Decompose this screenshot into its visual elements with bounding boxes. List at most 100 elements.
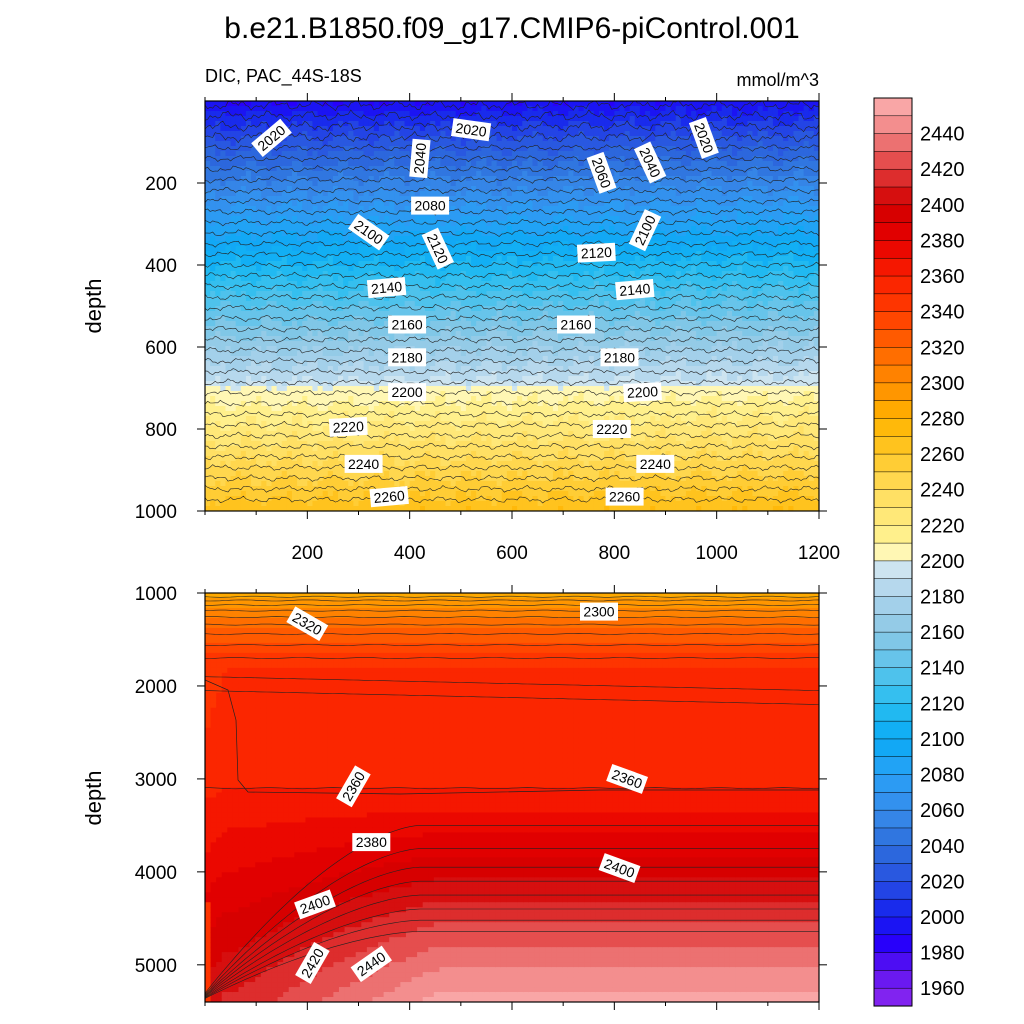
field-cell [215, 436, 221, 442]
field-cell [271, 211, 278, 217]
field-cell [440, 191, 447, 197]
field-cell [501, 446, 508, 452]
field-cell [425, 306, 431, 312]
field-cell [251, 451, 257, 457]
field-cell [240, 506, 247, 511]
field-cell [205, 246, 211, 252]
field-cell [496, 496, 503, 502]
field-cell [389, 446, 395, 452]
field-cell [271, 266, 278, 272]
field-cell [384, 461, 390, 467]
field-cell [327, 411, 334, 417]
field-cell [240, 276, 247, 282]
field-cell [389, 116, 395, 122]
field-cell [471, 146, 477, 152]
field-cell [419, 341, 426, 347]
field-cell [373, 331, 380, 337]
field-cell [373, 176, 380, 182]
field-cell [271, 371, 278, 377]
field-cell [245, 331, 252, 337]
field-cell [506, 501, 513, 507]
field-cell [368, 211, 375, 217]
field-cell [281, 241, 288, 247]
field-cell [230, 321, 237, 327]
field-cell [302, 141, 308, 147]
field-cell [358, 476, 365, 482]
field-cell [491, 506, 498, 511]
field-cell [358, 141, 365, 147]
field-cell [205, 381, 211, 387]
field-cell [286, 196, 293, 202]
field-cell [210, 196, 216, 202]
field-cell [322, 376, 329, 382]
field-cell [419, 376, 426, 382]
field-cell [491, 426, 498, 432]
field-cell [496, 166, 503, 172]
field-cell [425, 346, 431, 352]
field-cell [256, 256, 262, 262]
field-cell [394, 401, 401, 407]
field-cell [266, 111, 273, 117]
field-cell [205, 406, 211, 412]
field-cell [373, 401, 380, 407]
field-cell [353, 361, 360, 367]
field-cell [368, 151, 375, 157]
field-cell [220, 391, 227, 397]
field-cell [327, 186, 334, 192]
field-cell [302, 131, 308, 137]
field-cell [261, 121, 267, 127]
field-cell [501, 211, 508, 217]
field-cell [389, 426, 395, 432]
field-cell [476, 251, 482, 257]
field-cell [512, 121, 518, 127]
field-cell [338, 196, 344, 202]
field-cell [256, 236, 262, 242]
field-cell [286, 461, 293, 467]
field-cell [496, 121, 503, 127]
field-cell [322, 161, 329, 167]
field-cell [440, 171, 447, 177]
field-cell [440, 431, 447, 437]
field-cell [378, 206, 385, 212]
field-cell [281, 396, 288, 402]
field-cell [491, 241, 498, 247]
field-cell [409, 311, 416, 317]
field-cell [399, 301, 406, 307]
field-cell [327, 116, 334, 122]
field-cell [266, 181, 273, 187]
field-cell [460, 181, 467, 187]
field-cell [317, 506, 324, 511]
field-cell [425, 471, 431, 477]
field-cell [450, 481, 457, 487]
field-cell [281, 366, 288, 372]
field-cell [240, 311, 247, 317]
field-cell [322, 156, 329, 162]
field-cell [471, 231, 477, 237]
field-cell [476, 451, 482, 457]
field-cell [512, 281, 518, 287]
field-cell [271, 426, 278, 432]
field-cell [378, 126, 385, 132]
field-cell [235, 196, 242, 202]
field-cell [297, 371, 303, 377]
field-cell [496, 126, 503, 132]
field-cell [506, 211, 513, 217]
field-cell [312, 151, 319, 157]
field-cell [210, 391, 216, 397]
field-cell [317, 116, 324, 122]
field-cell [363, 191, 370, 197]
field-cell [476, 316, 482, 322]
field-cell [435, 451, 441, 457]
field-cell [455, 236, 462, 242]
field-cell [348, 501, 354, 507]
field-cell [455, 431, 462, 437]
field-cell [261, 456, 267, 462]
field-cell [291, 111, 298, 117]
field-cell [384, 226, 390, 232]
field-cell [363, 266, 370, 272]
field-cell [276, 396, 283, 402]
field-cell [343, 281, 349, 287]
field-cell [251, 216, 257, 222]
field-cell [312, 286, 319, 292]
field-cell [251, 496, 257, 502]
